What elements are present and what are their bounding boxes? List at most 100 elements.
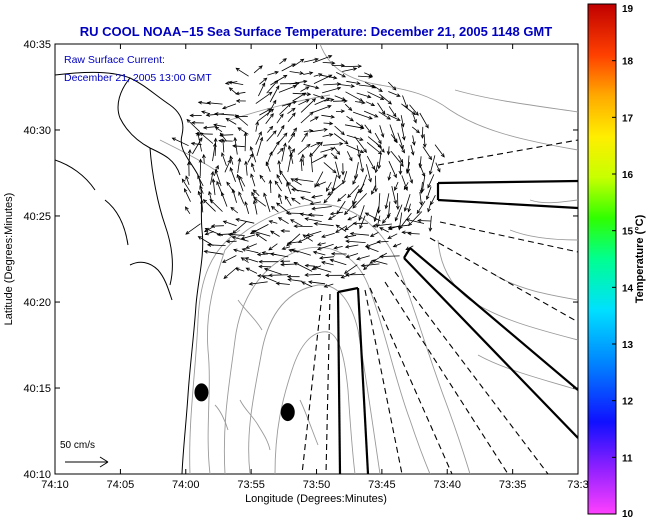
current-vector-head <box>368 115 373 120</box>
current-vector-head <box>249 146 254 151</box>
current-vector-head <box>204 231 209 236</box>
current-vector-head <box>191 120 196 125</box>
current-vector <box>291 249 311 256</box>
current-vector-head <box>235 99 241 103</box>
current-vector <box>212 179 216 196</box>
current-vector <box>257 253 268 255</box>
current-vector-head <box>306 92 312 97</box>
current-vector <box>345 91 363 102</box>
current-vector <box>429 155 436 175</box>
current-vector <box>300 98 316 113</box>
current-vector <box>342 68 357 72</box>
current-vector-head <box>420 134 425 139</box>
current-vector <box>364 72 373 77</box>
y-tick-label: 40:15 <box>23 383 51 395</box>
current-vector <box>186 119 201 132</box>
current-vector-head <box>258 65 263 70</box>
current-vector <box>327 182 344 196</box>
current-vector <box>300 111 314 124</box>
current-vector-head <box>425 124 429 129</box>
current-vector <box>412 114 417 123</box>
current-vector-head <box>329 211 335 216</box>
current-vector <box>235 114 249 126</box>
current-vector-head <box>365 246 371 250</box>
current-vector-head <box>279 113 284 118</box>
current-vector-head <box>270 205 276 210</box>
current-vector-head <box>352 221 357 226</box>
current-vector-head <box>290 178 295 182</box>
current-vector <box>346 240 366 243</box>
current-vector <box>276 174 283 185</box>
current-vector-head <box>387 225 393 230</box>
current-vector-head <box>307 280 313 285</box>
current-vector <box>321 87 341 94</box>
current-vector-head <box>232 144 237 148</box>
current-vector <box>311 129 328 133</box>
current-vector <box>357 75 372 78</box>
current-vector <box>277 125 285 137</box>
current-vector-head <box>287 241 292 245</box>
current-vector-head <box>369 260 374 264</box>
current-vector <box>230 207 239 214</box>
current-vector <box>337 193 347 202</box>
current-vector <box>366 246 379 252</box>
current-vector-head <box>419 201 423 206</box>
current-vector-head <box>335 224 340 229</box>
current-vector-head <box>197 236 202 240</box>
current-vector <box>310 142 320 148</box>
current-vector-head <box>342 179 346 185</box>
current-vector-head <box>330 251 336 256</box>
current-vector-head <box>340 109 346 114</box>
current-vector-head <box>277 217 283 221</box>
current-vector-head <box>330 147 335 151</box>
current-vector <box>399 144 405 153</box>
current-vector-head <box>336 86 342 91</box>
current-vector-head <box>277 159 282 165</box>
current-vector-head <box>313 222 318 226</box>
current-vector <box>221 152 227 166</box>
current-vector <box>235 268 245 272</box>
current-vector-head <box>332 169 337 174</box>
current-vector-head <box>275 202 281 207</box>
current-vector <box>282 246 291 250</box>
current-vector <box>223 220 237 227</box>
current-vector-head <box>293 177 299 182</box>
current-vector <box>412 135 415 145</box>
current-vector <box>306 230 322 237</box>
current-vector-head <box>258 259 263 264</box>
current-vector-head <box>232 229 237 234</box>
current-vector-head <box>235 267 240 272</box>
current-vector <box>333 146 340 155</box>
current-vector <box>322 143 343 146</box>
current-vector-head <box>293 261 298 266</box>
current-vector-head <box>407 208 412 213</box>
current-vector <box>324 99 334 102</box>
current-vector <box>262 275 277 283</box>
current-vector <box>185 175 190 186</box>
current-vector <box>237 158 241 174</box>
current-vector-head <box>414 111 419 116</box>
current-vector <box>374 86 383 92</box>
current-vector-head <box>427 208 431 213</box>
current-vector-head <box>291 197 296 202</box>
current-vector <box>185 206 191 215</box>
current-vector <box>411 126 420 134</box>
current-vector-head <box>197 174 201 180</box>
current-vector-head <box>312 250 318 255</box>
current-vector <box>245 161 248 176</box>
current-vector-head <box>358 216 363 221</box>
current-vector-head <box>211 178 216 183</box>
current-vector-head <box>261 82 266 87</box>
current-vector <box>269 220 278 224</box>
current-vector-head <box>387 235 392 239</box>
current-vector <box>423 133 426 148</box>
current-vector-head <box>280 124 285 130</box>
current-vector <box>294 262 313 272</box>
current-vector <box>402 95 408 109</box>
current-vector-head <box>370 102 376 106</box>
current-vector <box>300 86 310 92</box>
current-vector <box>388 160 397 178</box>
current-vector <box>257 108 274 122</box>
current-vector <box>303 130 313 132</box>
current-vector-head <box>401 149 405 154</box>
